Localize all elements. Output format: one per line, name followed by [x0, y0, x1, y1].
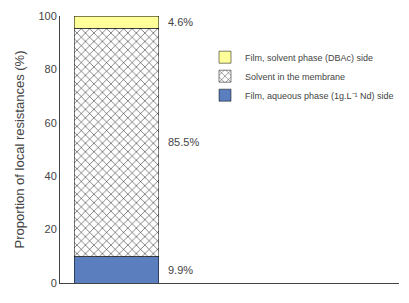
svg-text:20: 20: [45, 223, 57, 235]
svg-text:100: 100: [38, 10, 56, 22]
svg-text:Proportion of local resistance: Proportion of local resistances (%): [12, 51, 27, 249]
svg-text:0: 0: [51, 277, 57, 289]
svg-text:9.9%: 9.9%: [168, 264, 193, 276]
svg-text:Film, solvent phase (DBAc) sid: Film, solvent phase (DBAc) side: [245, 53, 373, 63]
svg-text:Solvent in the membrane: Solvent in the membrane: [245, 72, 345, 82]
svg-text:Film, aqueous phase (1g.L⁻¹ Nd: Film, aqueous phase (1g.L⁻¹ Nd) side: [245, 91, 394, 101]
svg-text:60: 60: [45, 117, 57, 129]
svg-text:80: 80: [45, 63, 57, 75]
svg-text:85.5%: 85.5%: [168, 136, 199, 148]
svg-text:4.6%: 4.6%: [168, 16, 193, 28]
svg-text:40: 40: [45, 170, 57, 182]
